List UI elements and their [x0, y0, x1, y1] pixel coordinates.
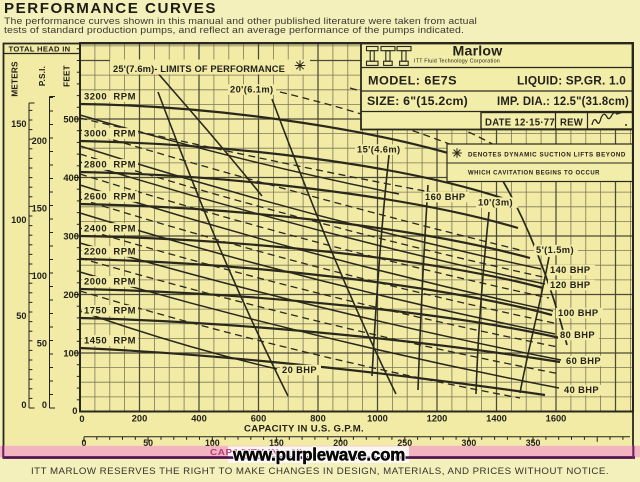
svg-text:The performance curves shown i: The performance curves shown in this man… — [4, 16, 477, 26]
svg-text:1000: 1000 — [367, 414, 388, 424]
svg-text:25'(7.6m)- LIMITS OF PERFORMAN: 25'(7.6m)- LIMITS OF PERFORMANCE — [113, 64, 285, 75]
svg-text:500: 500 — [63, 113, 79, 124]
svg-text:1200: 1200 — [427, 414, 448, 424]
svg-text:20'(6.1m): 20'(6.1m) — [230, 85, 274, 95]
svg-text:200: 200 — [132, 414, 148, 424]
svg-text:tests of standard production p: tests of standard production pumps, and … — [4, 25, 464, 35]
svg-text:5'(1.5m): 5'(1.5m) — [536, 245, 574, 255]
svg-text:Marlow: Marlow — [453, 44, 503, 59]
svg-text:REW: REW — [560, 117, 583, 128]
svg-text:2400 RPM: 2400 RPM — [84, 224, 136, 234]
svg-text:IMP. DIA.: 12.5"(31.8cm): IMP. DIA.: 12.5"(31.8cm) — [497, 94, 629, 108]
svg-text:0: 0 — [21, 400, 26, 410]
svg-text:150: 150 — [11, 119, 26, 129]
svg-text:WHICH CAVITATION BEGINS TO OCC: WHICH CAVITATION BEGINS TO OCCUR — [468, 170, 600, 177]
svg-text:100: 100 — [205, 438, 220, 448]
svg-text:0: 0 — [72, 405, 77, 416]
svg-text:2000 RPM: 2000 RPM — [84, 277, 136, 287]
svg-text:P.S.I.: P.S.I. — [38, 66, 47, 86]
svg-text:20 BHP: 20 BHP — [282, 365, 317, 375]
svg-text:CAPACITY IN U.S. G.P.M.: CAPACITY IN U.S. G.P.M. — [244, 424, 364, 434]
svg-text:100 BHP: 100 BHP — [558, 308, 599, 318]
svg-text:140 BHP: 140 BHP — [550, 265, 591, 275]
svg-text:300: 300 — [462, 438, 477, 448]
svg-text:CAPACITY IN m³/hr: CAPACITY IN m³/hr — [210, 447, 310, 457]
svg-text:LIQUID: SP.GR. 1.0: LIQUID: SP.GR. 1.0 — [517, 74, 626, 88]
svg-text:400: 400 — [191, 414, 207, 424]
svg-text:PERFORMANCE CURVES: PERFORMANCE CURVES — [4, 1, 217, 17]
svg-text:2200 RPM: 2200 RPM — [84, 247, 136, 257]
svg-text:250: 250 — [397, 438, 412, 448]
svg-text:ITT Fluid Technology Corporati: ITT Fluid Technology Corporation — [414, 59, 500, 65]
svg-text:50: 50 — [37, 339, 47, 349]
svg-text:80 BHP: 80 BHP — [560, 330, 595, 340]
svg-text:1450 RPM: 1450 RPM — [84, 336, 136, 346]
svg-text:2600 RPM: 2600 RPM — [84, 192, 136, 202]
svg-text:150: 150 — [32, 204, 47, 214]
svg-text:160 BHP: 160 BHP — [425, 192, 466, 202]
svg-text:100: 100 — [32, 271, 47, 281]
svg-text:200: 200 — [32, 136, 47, 146]
svg-text:0: 0 — [82, 438, 87, 448]
svg-text:METERS: METERS — [11, 61, 20, 97]
svg-text:10'(3m): 10'(3m) — [478, 198, 513, 208]
svg-text:50: 50 — [143, 438, 153, 448]
svg-text:DATE 12·15·77: DATE 12·15·77 — [485, 117, 555, 128]
svg-text:120 BHP: 120 BHP — [550, 280, 591, 290]
svg-text:40 BHP: 40 BHP — [564, 385, 599, 395]
svg-text:3000 RPM: 3000 RPM — [84, 129, 136, 139]
svg-text:600: 600 — [251, 414, 267, 424]
svg-text:TOTAL HEAD IN: TOTAL HEAD IN — [9, 45, 71, 54]
svg-text:www.purplewave.com: www.purplewave.com — [232, 445, 405, 465]
svg-text:1750 RPM: 1750 RPM — [84, 306, 136, 316]
svg-text:350: 350 — [526, 438, 541, 448]
svg-text:0: 0 — [42, 400, 47, 410]
svg-text:800: 800 — [310, 414, 326, 424]
svg-text:300: 300 — [63, 230, 79, 241]
svg-text:15'(4.6m): 15'(4.6m) — [357, 145, 401, 155]
svg-text:400: 400 — [63, 172, 79, 183]
svg-text:100: 100 — [11, 215, 26, 225]
svg-text:100: 100 — [63, 347, 79, 358]
svg-text:1400: 1400 — [486, 414, 507, 424]
svg-text:60 BHP: 60 BHP — [566, 356, 601, 366]
svg-text:2800 RPM: 2800 RPM — [84, 160, 136, 170]
svg-text:3200 RPM: 3200 RPM — [84, 92, 136, 102]
svg-text:200: 200 — [63, 289, 79, 300]
svg-text:150: 150 — [269, 438, 284, 448]
svg-text:DENOTES DYNAMIC SUCTION LIFTS: DENOTES DYNAMIC SUCTION LIFTS BEYOND — [468, 152, 626, 159]
svg-text:MODEL: 6E7S: MODEL: 6E7S — [368, 74, 457, 88]
svg-text:0: 0 — [79, 414, 84, 424]
svg-text:FEET: FEET — [63, 65, 72, 87]
svg-text:200: 200 — [333, 438, 348, 448]
svg-text:1600: 1600 — [546, 414, 567, 424]
svg-text:ITT MARLOW RESERVES THE RIGHT: ITT MARLOW RESERVES THE RIGHT TO MAKE CH… — [31, 466, 609, 476]
svg-text:SIZE: 6"(15.2cm): SIZE: 6"(15.2cm) — [367, 94, 468, 108]
svg-text:www.purplewave.com: www.purplewave.com — [232, 445, 405, 465]
svg-text:50: 50 — [16, 311, 26, 321]
